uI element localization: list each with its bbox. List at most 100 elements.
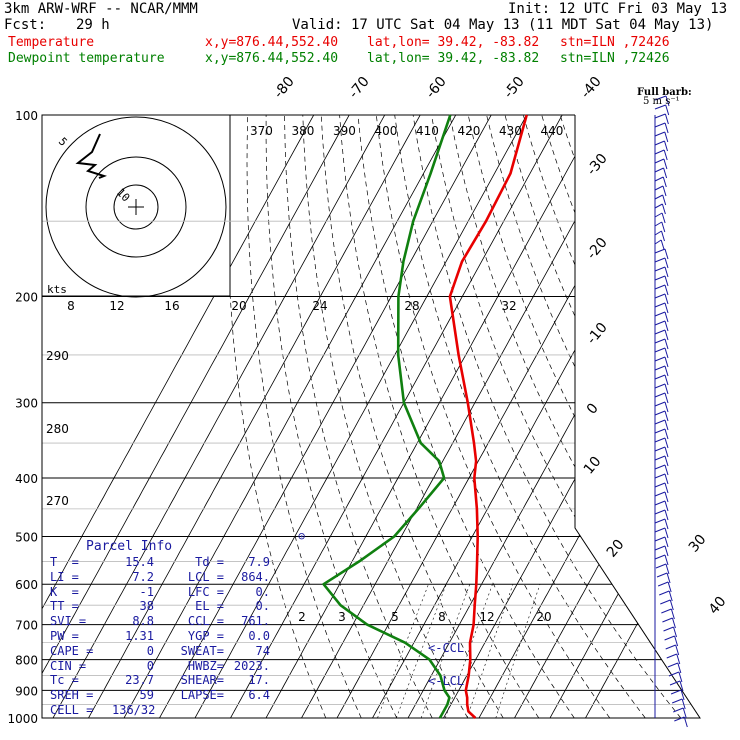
dewpoint-station: stn=ILN ,72426 — [560, 51, 670, 66]
wind-barb — [654, 122, 666, 128]
wind-barb-flag — [664, 419, 669, 431]
wind-barb — [664, 635, 675, 641]
forecast-hour: 29 h — [76, 17, 110, 33]
wind-barb — [654, 392, 666, 398]
parcel-cell: PW = — [50, 628, 79, 643]
parcel-cell: CAPE = — [50, 643, 94, 658]
temperature-latlon: lat,lon= 39.42, -83.82 — [367, 35, 540, 50]
parcel-cell: 2023. — [233, 658, 270, 673]
isotherm-line — [407, 115, 700, 718]
wind-barb-flag — [682, 707, 687, 719]
wind-barb-flag — [664, 365, 669, 377]
wind-barb-flag — [664, 437, 669, 449]
pressure-label: 100 — [15, 109, 38, 123]
wind-barb — [654, 113, 666, 119]
parcel-cell: 7.2 — [132, 569, 154, 584]
parcel-cell: Tc = — [50, 673, 79, 688]
wind-barb — [654, 329, 666, 335]
wind-barb — [654, 230, 662, 236]
dry-adiabat-line — [504, 115, 700, 718]
wind-barb — [654, 158, 665, 164]
wind-barb-flag — [664, 284, 669, 296]
wind-barb-flag — [664, 320, 669, 332]
wind-barb — [654, 131, 665, 137]
wind-barb — [656, 572, 668, 578]
wind-barb-flag — [661, 221, 666, 233]
wind-barb — [654, 266, 666, 272]
temperature-tick-label: -40 — [578, 74, 605, 102]
temperature-tick-label: -50 — [501, 74, 528, 102]
mixing-ratio-top-label: 24 — [312, 299, 327, 313]
wind-barb-flag — [664, 455, 669, 467]
theta-e-label: 280 — [46, 422, 69, 436]
wind-barb — [654, 167, 664, 173]
wind-barb-flag — [663, 158, 668, 170]
parcel-row: CIN = 0 HWBZ= 2023. — [50, 659, 270, 674]
wind-barb — [654, 176, 664, 182]
wind-barb-flag — [664, 554, 669, 566]
parcel-cell: TT = — [50, 599, 79, 614]
parcel-cell: 8.8 — [132, 614, 154, 629]
dewpoint-line — [322, 114, 452, 719]
wind-barb — [654, 194, 663, 200]
temperature-tick-label: 30 — [686, 532, 710, 556]
wind-barb-flag — [677, 662, 682, 674]
wind-barb — [654, 293, 666, 299]
wind-barb — [654, 455, 666, 461]
wind-barb-flag — [678, 671, 683, 683]
parcel-cell: CIN = — [50, 658, 87, 673]
parcel-info-table: T = 15.4 Td = 7.9 LI = 7.2 LCL = 864. K = -1 LFC =… — [50, 555, 270, 718]
mixing-ratio-top-label: 20 — [231, 299, 246, 313]
wind-barb — [654, 554, 666, 560]
wind-barb — [659, 590, 670, 596]
wind-barb-flag — [679, 680, 684, 692]
parcel-cell: LCL = — [187, 569, 224, 584]
wind-barb-flag — [664, 374, 669, 386]
wind-barb — [662, 617, 673, 623]
parcel-cell: 864. — [241, 569, 270, 584]
wind-barb — [666, 653, 677, 659]
isotherm-line — [549, 115, 700, 718]
wind-barb — [654, 311, 666, 317]
wind-barb — [654, 365, 666, 371]
dry-adiabat-line — [302, 115, 469, 718]
theta-label: 410 — [416, 124, 439, 138]
wind-barb-flag — [664, 536, 669, 548]
temperature-tick-label: 10 — [581, 454, 605, 478]
pressure-label: 300 — [15, 397, 38, 411]
parcel-row: LI = 7.2 LCL = 864. — [50, 570, 270, 585]
dry-adiabat-line — [320, 115, 504, 718]
parcel-row: PW = 1.31 YGP = 0.0 — [50, 629, 270, 644]
temperature-xy: x,y=876.44,552.40 — [205, 35, 339, 50]
wind-barb-flag — [664, 473, 669, 485]
wind-barb-flag — [675, 644, 680, 656]
el-marker: ⊙ — [298, 529, 305, 543]
parcel-cell: 59 — [139, 688, 154, 703]
temperature-tick-label: -30 — [584, 151, 611, 179]
dry-adiabat-line — [394, 115, 646, 718]
mixing-ratio-low-label: 20 — [536, 610, 551, 624]
pressure-label: 900 — [15, 684, 38, 698]
ccl-marker: <-CCL — [428, 641, 464, 655]
wind-barb-flag — [664, 518, 669, 530]
wind-barb — [654, 221, 663, 227]
pressure-label: 800 — [15, 654, 38, 668]
wind-barb-flag — [664, 338, 669, 350]
parcel-cell: LAPSE= — [180, 688, 224, 703]
wind-barb — [654, 275, 666, 281]
mixing-ratio-top-label: 32 — [501, 299, 516, 313]
wind-barb-flag — [665, 563, 670, 575]
wind-barb-flag — [664, 383, 669, 395]
theta-label: 420 — [458, 124, 481, 138]
wind-barb-flag — [676, 653, 681, 665]
dry-adiabat-line — [265, 115, 398, 718]
wind-barb-flag — [661, 212, 666, 224]
wind-barb — [654, 248, 666, 254]
parcel-cell: SVI = — [50, 614, 87, 629]
wind-barb — [654, 410, 666, 416]
pressure-label: 500 — [15, 530, 38, 544]
temperature-legend: Temperature — [8, 35, 95, 50]
parcel-cell: 0. — [255, 599, 270, 614]
wind-barb-flag — [674, 635, 679, 647]
